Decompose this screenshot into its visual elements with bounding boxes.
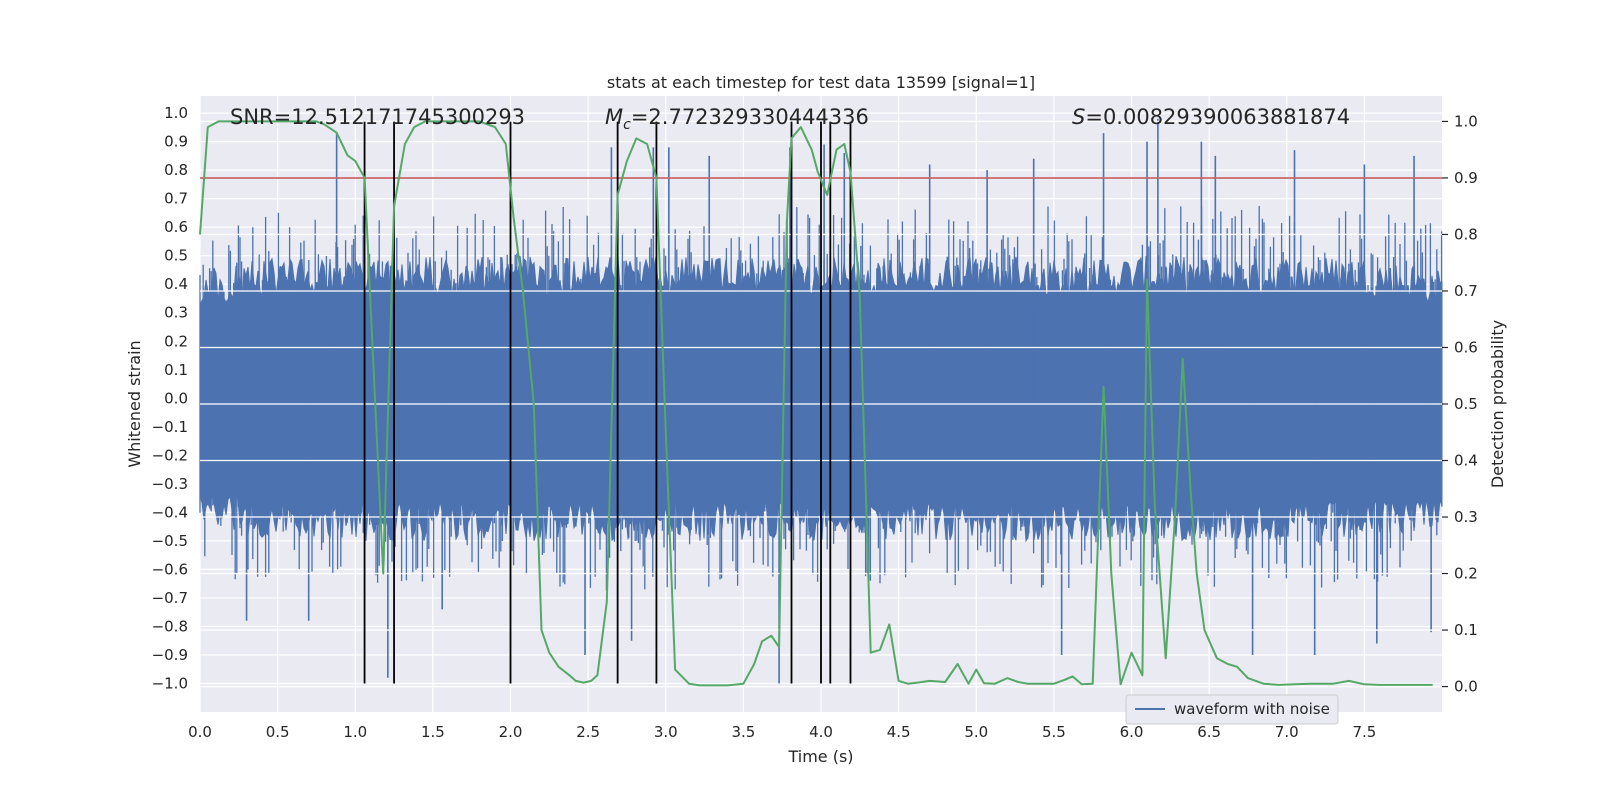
y-tick-label: −0.7 [152, 589, 188, 607]
x-axis-label: Time (s) [787, 747, 853, 766]
y2-tick-label: 0.7 [1454, 282, 1478, 300]
y-tick-label: −0.3 [152, 475, 188, 493]
x-tick-label: 7.5 [1352, 723, 1376, 741]
y-tick-label: 0.5 [164, 247, 188, 265]
y-tick-label: 1.0 [164, 104, 188, 122]
series-detection-probability [199, 120, 1433, 687]
x-tick-label: 0.0 [188, 723, 212, 741]
y2-tick-label: 0.2 [1454, 565, 1478, 583]
y-tick-label: −0.9 [152, 646, 188, 664]
y-tick-label: 0.4 [164, 275, 188, 293]
y-tick-label: −0.2 [152, 446, 188, 464]
x-tick-label: 2.5 [576, 723, 600, 741]
y2-axis-ticks: 1.0 0.9 0.8 0.7 0.6 0.5 0.4 0.3 0.2 0.1 0.0 [1442, 112, 1478, 696]
y2-tick-label: 0.9 [1454, 169, 1478, 187]
y-tick-label: −0.1 [152, 418, 188, 436]
chirp-mass-value: =2.772329330444336 [631, 105, 869, 129]
y-tick-label: 0.6 [164, 218, 188, 236]
legend-box [1125, 694, 1339, 725]
y-tick-label: −1.0 [152, 674, 188, 692]
x-tick-label: 3.0 [654, 723, 678, 741]
legend: waveform with noise [1125, 694, 1339, 725]
y-tick-label: 0.9 [164, 133, 188, 151]
probability-line [199, 120, 1433, 687]
y2-tick-label: 0.4 [1454, 452, 1478, 470]
x-tick-label: 7.0 [1275, 723, 1299, 741]
x-tick-label: 1.5 [421, 723, 445, 741]
chirp-mass-annotation: Mc=2.772329330444336 [605, 105, 869, 133]
chart-title: stats at each timestep for test data 135… [607, 73, 1035, 92]
legend-entry-waveform: waveform with noise [1174, 700, 1330, 718]
s-annotation: S=0.00829390063881874 [1072, 105, 1350, 129]
y-tick-label: −0.4 [152, 503, 188, 521]
y-tick-label: 0.2 [164, 332, 188, 350]
s-value: =0.00829390063881874 [1085, 105, 1350, 129]
y2-tick-label: 0.5 [1454, 395, 1478, 413]
x-axis-ticks: 0.0 0.5 1.0 1.5 2.0 2.5 3.0 3.5 4.0 4.5 5.0 5.5 6.0 6… [188, 723, 1376, 741]
y-tick-label: 0.8 [164, 161, 188, 179]
chirp-mass-symbol: M [605, 105, 623, 129]
x-tick-label: 1.0 [343, 723, 367, 741]
x-tick-label: 2.0 [499, 723, 523, 741]
y-tick-label: 0.7 [164, 190, 188, 208]
y-tick-label: −0.6 [152, 560, 188, 578]
y-tick-label: 0.3 [164, 304, 188, 322]
y-axis-ticks: 1.0 0.9 0.8 0.7 0.6 0.5 0.4 0.3 0.2 0.1 0.0 −0.1 −0.… [152, 104, 188, 692]
x-tick-label: 0.5 [266, 723, 290, 741]
y2-tick-label: 0.8 [1454, 225, 1478, 243]
noise-spikes [199, 205, 1443, 591]
y2-tick-label: 0.6 [1454, 338, 1478, 356]
y2-tick-label: 0.0 [1454, 678, 1478, 696]
x-tick-label: 4.5 [887, 723, 911, 741]
y-tick-label: −0.8 [152, 617, 188, 635]
y-tick-label: −0.5 [152, 532, 188, 550]
chirp-mass-subscript: c [623, 117, 631, 133]
y2-tick-label: 0.3 [1454, 508, 1478, 526]
y2-tick-label: 1.0 [1454, 112, 1478, 130]
x-tick-label: 3.5 [731, 723, 755, 741]
x-tick-label: 5.5 [1042, 723, 1066, 741]
s-symbol: S [1072, 105, 1085, 129]
x-tick-label: 5.0 [964, 723, 988, 741]
snr-annotation: SNR=12.512171745300293 [230, 105, 525, 129]
y-tick-label: 0.1 [164, 361, 188, 379]
x-tick-label: 6.0 [1120, 723, 1144, 741]
y2-tick-label: 0.1 [1454, 621, 1478, 639]
y2-axis-label: Detection probability [1488, 320, 1507, 488]
y-tick-label: 0.0 [164, 389, 188, 407]
y-axis-label: Whitened strain [125, 340, 144, 467]
x-tick-label: 6.5 [1197, 723, 1221, 741]
x-tick-label: 4.0 [809, 723, 833, 741]
